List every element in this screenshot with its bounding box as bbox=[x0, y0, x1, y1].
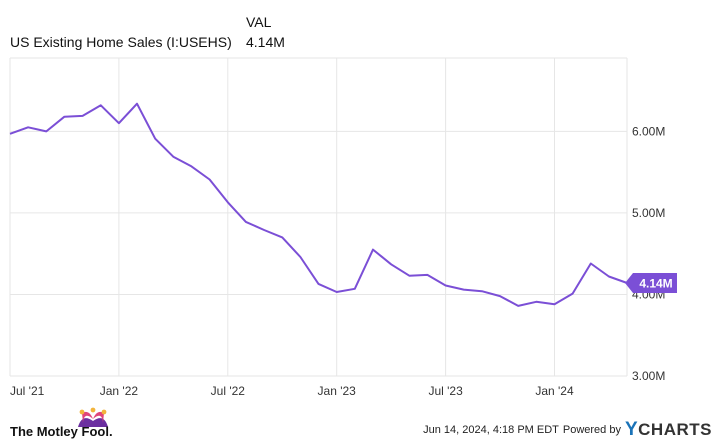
timestamp: Jun 14, 2024, 4:18 PM EDT bbox=[423, 424, 559, 436]
ycharts-y-icon: Y bbox=[624, 419, 639, 440]
series-name: US Existing Home Sales (I:USEHS) bbox=[10, 34, 232, 50]
brand-name: The Motley Fool. bbox=[10, 424, 113, 439]
last-value-label: 4.14M bbox=[639, 277, 672, 291]
grid bbox=[9, 57, 628, 377]
y-tick-label: 6.00M bbox=[632, 124, 665, 138]
series-line bbox=[9, 102, 646, 307]
value-column-header: VAL bbox=[246, 14, 272, 30]
series-current-value: 4.14M bbox=[246, 34, 285, 50]
last-value-flag-shape bbox=[625, 273, 677, 294]
jester-hat-icon bbox=[78, 407, 108, 427]
last-value-flag: 4.14M bbox=[625, 273, 677, 294]
y-tick-label: 5.00M bbox=[632, 206, 665, 220]
x-tick-label: Jul '23 bbox=[428, 384, 463, 398]
ycharts-logo[interactable]: Y CHARTS bbox=[625, 419, 712, 441]
y-tick-label: 3.00M bbox=[632, 369, 665, 383]
footer: The Motley Fool. Jun 14, 2024, 4:18 PM E… bbox=[0, 407, 720, 441]
x-tick-label: Jul '22 bbox=[211, 384, 246, 398]
x-tick-label: Jan '23 bbox=[318, 384, 357, 398]
x-tick-label: Jan '24 bbox=[535, 384, 574, 398]
powered-by-label: Powered by bbox=[562, 424, 621, 436]
x-tick-label: Jul '21 bbox=[10, 384, 45, 398]
x-tick-label: Jan '22 bbox=[100, 384, 139, 398]
footer-attribution: Jun 14, 2024, 4:18 PM EDT Powered by Y C… bbox=[423, 419, 712, 441]
ycharts-wordmark: CHARTS bbox=[638, 420, 712, 439]
motley-fool-logo: The Motley Fool. bbox=[8, 407, 148, 441]
x-axis: Jul '21 Jan '22 Jul '22 Jan '23 Jul '23 Jan '… bbox=[10, 384, 574, 398]
series-line-group bbox=[9, 102, 646, 307]
